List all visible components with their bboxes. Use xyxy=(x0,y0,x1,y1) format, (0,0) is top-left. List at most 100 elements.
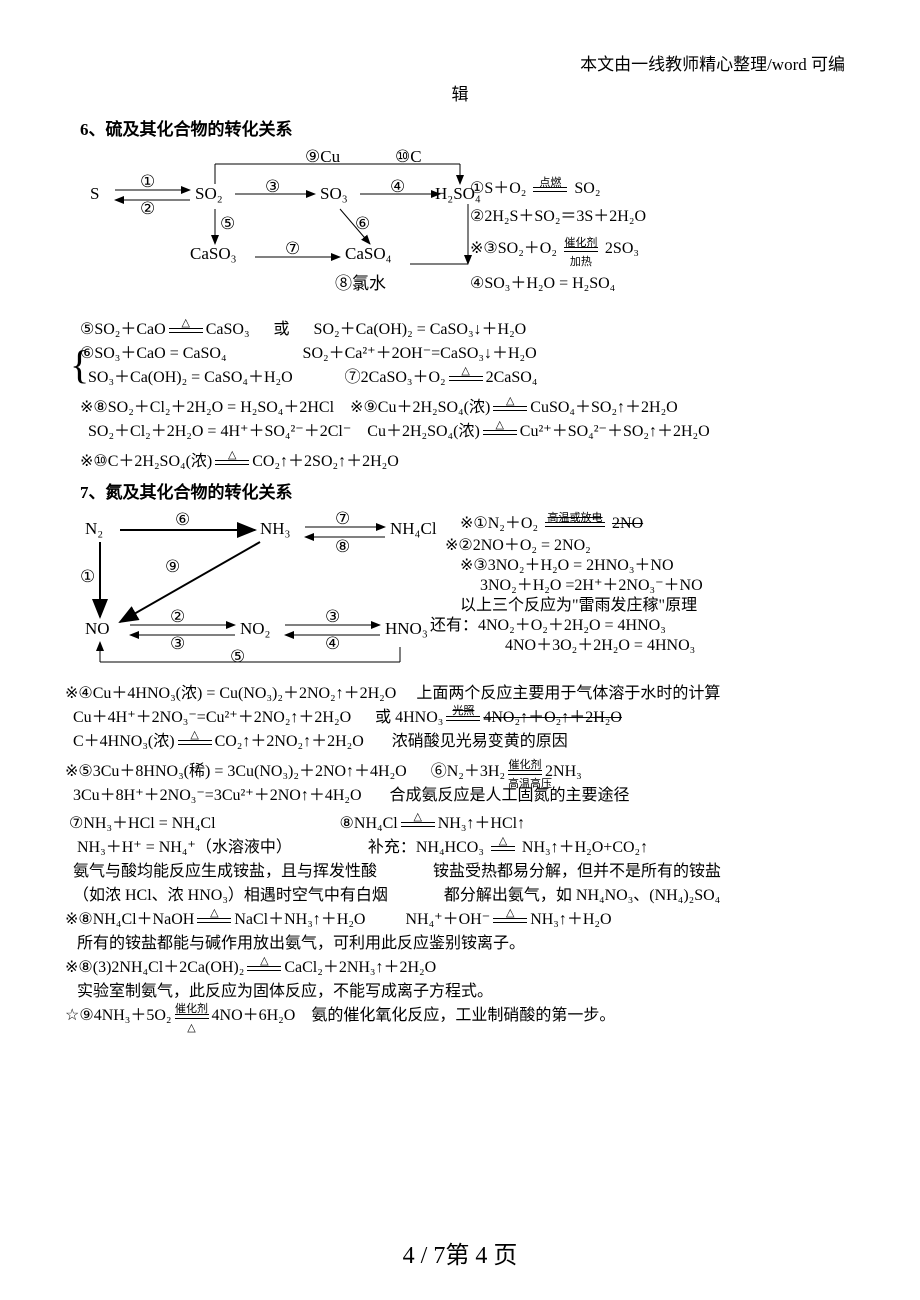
nl5: ⑤ xyxy=(230,647,245,667)
c7: CO₂↑＋2NO₂↑＋2H₂O xyxy=(215,733,364,750)
lbl8: ⑧氯水 xyxy=(335,269,386,294)
header-right: 本文由一线教师精心整理/word 可编 xyxy=(580,50,845,75)
c28: NH₄⁺＋OH⁻ xyxy=(405,911,490,928)
header-center: 辑 xyxy=(60,80,860,105)
c14: 3Cu＋8H⁺＋2NO₃⁻=3Cu²⁺＋2NO↑＋4H₂O xyxy=(73,787,362,804)
nl7: ⑦ xyxy=(335,509,350,529)
c6: C＋4HNO₃(浓) xyxy=(73,733,175,750)
b15: ※⑩C＋2H₂SO₄(浓) xyxy=(80,453,212,470)
c20: 补充：NH₄HCO₃ xyxy=(368,839,484,856)
b9: ※⑧SO₂＋Cl₂＋2H₂O = H₂SO₄＋2HCl xyxy=(80,399,334,416)
s7-1: ※①N₂＋O₂ 高温或放电 2NO xyxy=(460,509,880,533)
n-NH3: NH₃ xyxy=(260,519,290,539)
c16: ⑦NH₃＋HCl = NH₄Cl xyxy=(69,815,216,832)
e3c2: 加热 xyxy=(564,253,598,269)
e3c1: 催化剂 xyxy=(564,234,598,250)
c27: NaCl＋NH₃↑＋H₂O xyxy=(234,911,365,928)
c30: 所有的铵盐都能与碱作用放出氨气，可利用此反应鉴别铵离子。 xyxy=(77,935,525,952)
c9: ※⑤3Cu＋8HNO₃(稀) = 3Cu(NO₃)₂＋2NO↑＋4H₂O xyxy=(65,763,407,780)
n-NO2: NO₂ xyxy=(240,619,270,639)
s72: 2NO xyxy=(612,515,643,532)
c18: NH₃↑＋HCl↑ xyxy=(438,815,525,832)
c35: 4NO＋6H₂O xyxy=(212,1007,296,1024)
b14: Cu²⁺＋SO₄²⁻＋SO₂↑＋2H₂O xyxy=(520,423,710,440)
section6-title: 6、硫及其化合物的转化关系 xyxy=(60,115,860,140)
c12: 催化剂 xyxy=(508,757,542,774)
diagram-sulfur: S SO₂ SO₃ H₂SO₄ CaSO₃ CaSO₄ ① ② ③ ④ ⑤ ⑥ … xyxy=(80,144,860,314)
b13: Cu＋2H₂SO₄(浓) xyxy=(367,423,480,440)
node-S: S xyxy=(90,184,99,204)
b4: ⑥SO₃＋CaO = CaSO₄ xyxy=(80,345,227,362)
c37: 催化剂 xyxy=(175,1001,209,1018)
c32: CaCl₂＋2NH₃↑＋2H₂O xyxy=(284,959,436,976)
nl4: ④ xyxy=(325,634,340,654)
c36: 氨的催化氧化反应，工业制硝酸的第一步。 xyxy=(311,1007,615,1024)
b8: 2CaSO₄ xyxy=(486,369,538,386)
lbl10: ⑩C xyxy=(395,147,422,167)
c24: （如浓 HCl、浓 HNO₃）相遇时空气中有白烟 xyxy=(73,887,388,904)
c38: △ xyxy=(175,1020,209,1037)
lbl7: ⑦ xyxy=(285,239,300,259)
c31: ※⑧(3)2NH₄Cl＋2Ca(OH)₂ xyxy=(65,959,244,976)
c17: ⑧NH₄Cl xyxy=(340,815,398,832)
n-NO: NO xyxy=(85,619,110,639)
b10: ※⑨Cu＋2H₂SO₄(浓) xyxy=(350,399,490,416)
node-CaSO4: CaSO₄ xyxy=(345,244,392,264)
lbl1: ① xyxy=(140,172,155,192)
lbl5: ⑤ xyxy=(220,214,235,234)
c4: 4NO₂↑＋O₂↑＋2H₂O xyxy=(483,709,622,726)
e1-cond: 点燃 xyxy=(533,174,567,190)
c25: 都分解出氨气，如 NH₄NO₃、(NH₄)₂SO₄ xyxy=(444,887,720,904)
c5: 光照 xyxy=(446,703,480,720)
node-SO3: SO₃ xyxy=(320,184,348,204)
c33: 实验室制氨气，此反应为固体反应，不能写成离子方程式。 xyxy=(77,983,493,1000)
b6: SO₃＋Ca(OH)₂ = CaSO₄＋H₂O xyxy=(88,369,293,386)
side-e2: ②2H₂S＋SO₂＝3S＋2H₂O xyxy=(470,202,890,226)
section7-title: 7、氮及其化合物的转化关系 xyxy=(60,478,860,503)
c22: 氨气与酸均能反应生成铵盐，且与挥发性酸 xyxy=(73,863,377,880)
n-N2: N₂ xyxy=(85,519,103,539)
b5: SO₂＋Ca²⁺＋2OH⁻=CaSO₃↓＋H₂O xyxy=(303,345,537,362)
s70: ※①N₂＋O₂ xyxy=(460,515,538,532)
nl9: ⑨ xyxy=(165,557,180,577)
b3: SO₂＋Ca(OH)₂ = CaSO₃↓＋H₂O xyxy=(314,321,527,338)
b11: CuSO₄＋SO₂↑＋2H₂O xyxy=(530,399,677,416)
nl1: ① xyxy=(80,567,95,587)
side-e1: ①S＋O₂ 点燃 SO₂ xyxy=(470,174,890,198)
nl3: ③ xyxy=(325,607,340,627)
node-SO2: SO₂ xyxy=(195,184,223,204)
b1: CaSO₃ xyxy=(206,321,250,338)
page: 本文由一线教师精心整理/word 可编 辑 6、硫及其化合物的转化关系 xyxy=(0,0,920,1300)
c29: NH₃↑＋H₂O xyxy=(530,911,611,928)
s71: 高温或放电 xyxy=(545,509,605,525)
nl8: ⑧ xyxy=(335,537,350,557)
lbl6: ⑥ xyxy=(355,214,370,234)
b2: 或 xyxy=(274,321,290,338)
lbl3: ③ xyxy=(265,177,280,197)
lbl4: ④ xyxy=(390,177,405,197)
s7-7: 4NO＋3O₂＋2H₂O = 4HNO₃ xyxy=(505,631,920,655)
e3-r: 2SO₃ xyxy=(605,240,639,257)
b0: ⑤SO₂＋CaO xyxy=(80,321,166,338)
c1: 上面两个反应主要用于气体溶于水时的计算 xyxy=(416,685,720,702)
c3: 或 4HNO₃ xyxy=(375,709,443,726)
c26: ※⑧NH₄Cl＋NaOH xyxy=(65,911,194,928)
c2: Cu＋4H⁺＋2NO₃⁻=Cu²⁺＋2NO₂↑＋2H₂O xyxy=(73,709,351,726)
b7: ⑦2CaSO₃＋O₂ xyxy=(345,369,446,386)
c13: 高温高压 xyxy=(508,776,542,793)
nl2: ② xyxy=(170,607,185,627)
c34: ☆⑨4NH₃＋5O₂ xyxy=(65,1007,172,1024)
b16: CO₂↑＋2SO₂↑＋2H₂O xyxy=(252,453,399,470)
e3-l: ※③SO₂＋O₂ xyxy=(470,240,557,257)
c21: NH₃↑＋H₂O+CO₂↑ xyxy=(522,839,648,856)
node-CaSO3: CaSO₃ xyxy=(190,244,237,264)
c10: ⑥N₂＋3H₂ xyxy=(431,763,505,780)
brace1: { xyxy=(70,336,89,394)
section6-body: { ⑤SO₂＋CaO△CaSO₃ 或 SO₂＋Ca(OH)₂ = CaSO₃↓＋… xyxy=(80,318,860,474)
side-e3: ※③SO₂＋O₂ 催化剂加热 2SO₃ xyxy=(470,234,890,258)
c19: NH₃＋H⁺ = NH₄⁺（水溶液中） xyxy=(77,839,292,856)
e1-r: SO₂ xyxy=(574,180,600,197)
lbl9: ⑨Cu xyxy=(305,147,340,167)
c23: 铵盐受热都易分解，但并不是所有的铵盐 xyxy=(433,863,721,880)
side-e4: ④SO₃＋H₂O = H₂SO₄ xyxy=(470,269,890,293)
